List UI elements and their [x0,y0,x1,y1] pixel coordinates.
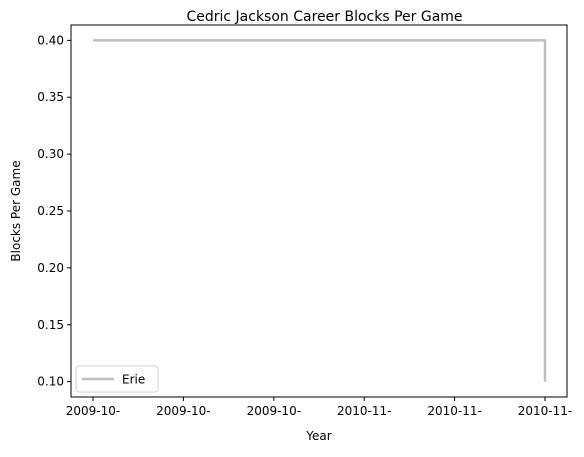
y-axis: 0.10 0.15 0.20 0.25 0.30 0.35 0.40 [37,33,71,389]
plot-area [93,39,547,382]
y-axis-label: Blocks Per Game [9,160,23,261]
y-tick-label: 0.30 [37,147,64,161]
y-tick-label: 0.35 [37,90,64,104]
y-tick-label: 0.25 [37,204,64,218]
x-axis-label: Year [305,429,331,443]
legend-label-erie: Erie [122,373,145,387]
y-tick-label: 0.40 [37,33,64,47]
x-tick-label: 2009-10- [66,404,120,418]
x-axis: 2009-10- 2009-10- 2009-10- 2010-11- 2010-11-… [66,397,572,418]
series-line-erie [93,39,547,382]
x-tick-label: 2010-11- [427,404,481,418]
axes-frame [70,24,568,398]
legend-box [75,365,159,393]
legend: Erie [75,365,159,393]
y-tick-label: 0.20 [37,261,64,275]
y-tick-label: 0.10 [37,375,64,389]
chart-title: Cedric Jackson Career Blocks Per Game [186,9,462,25]
x-tick-label: 2010-11- [337,404,391,418]
x-tick-label: 2009-10- [156,404,210,418]
y-tick-label: 0.15 [37,318,64,332]
x-tick-label: 2010-11- [518,404,572,418]
x-tick-label: 2009-10- [247,404,301,418]
